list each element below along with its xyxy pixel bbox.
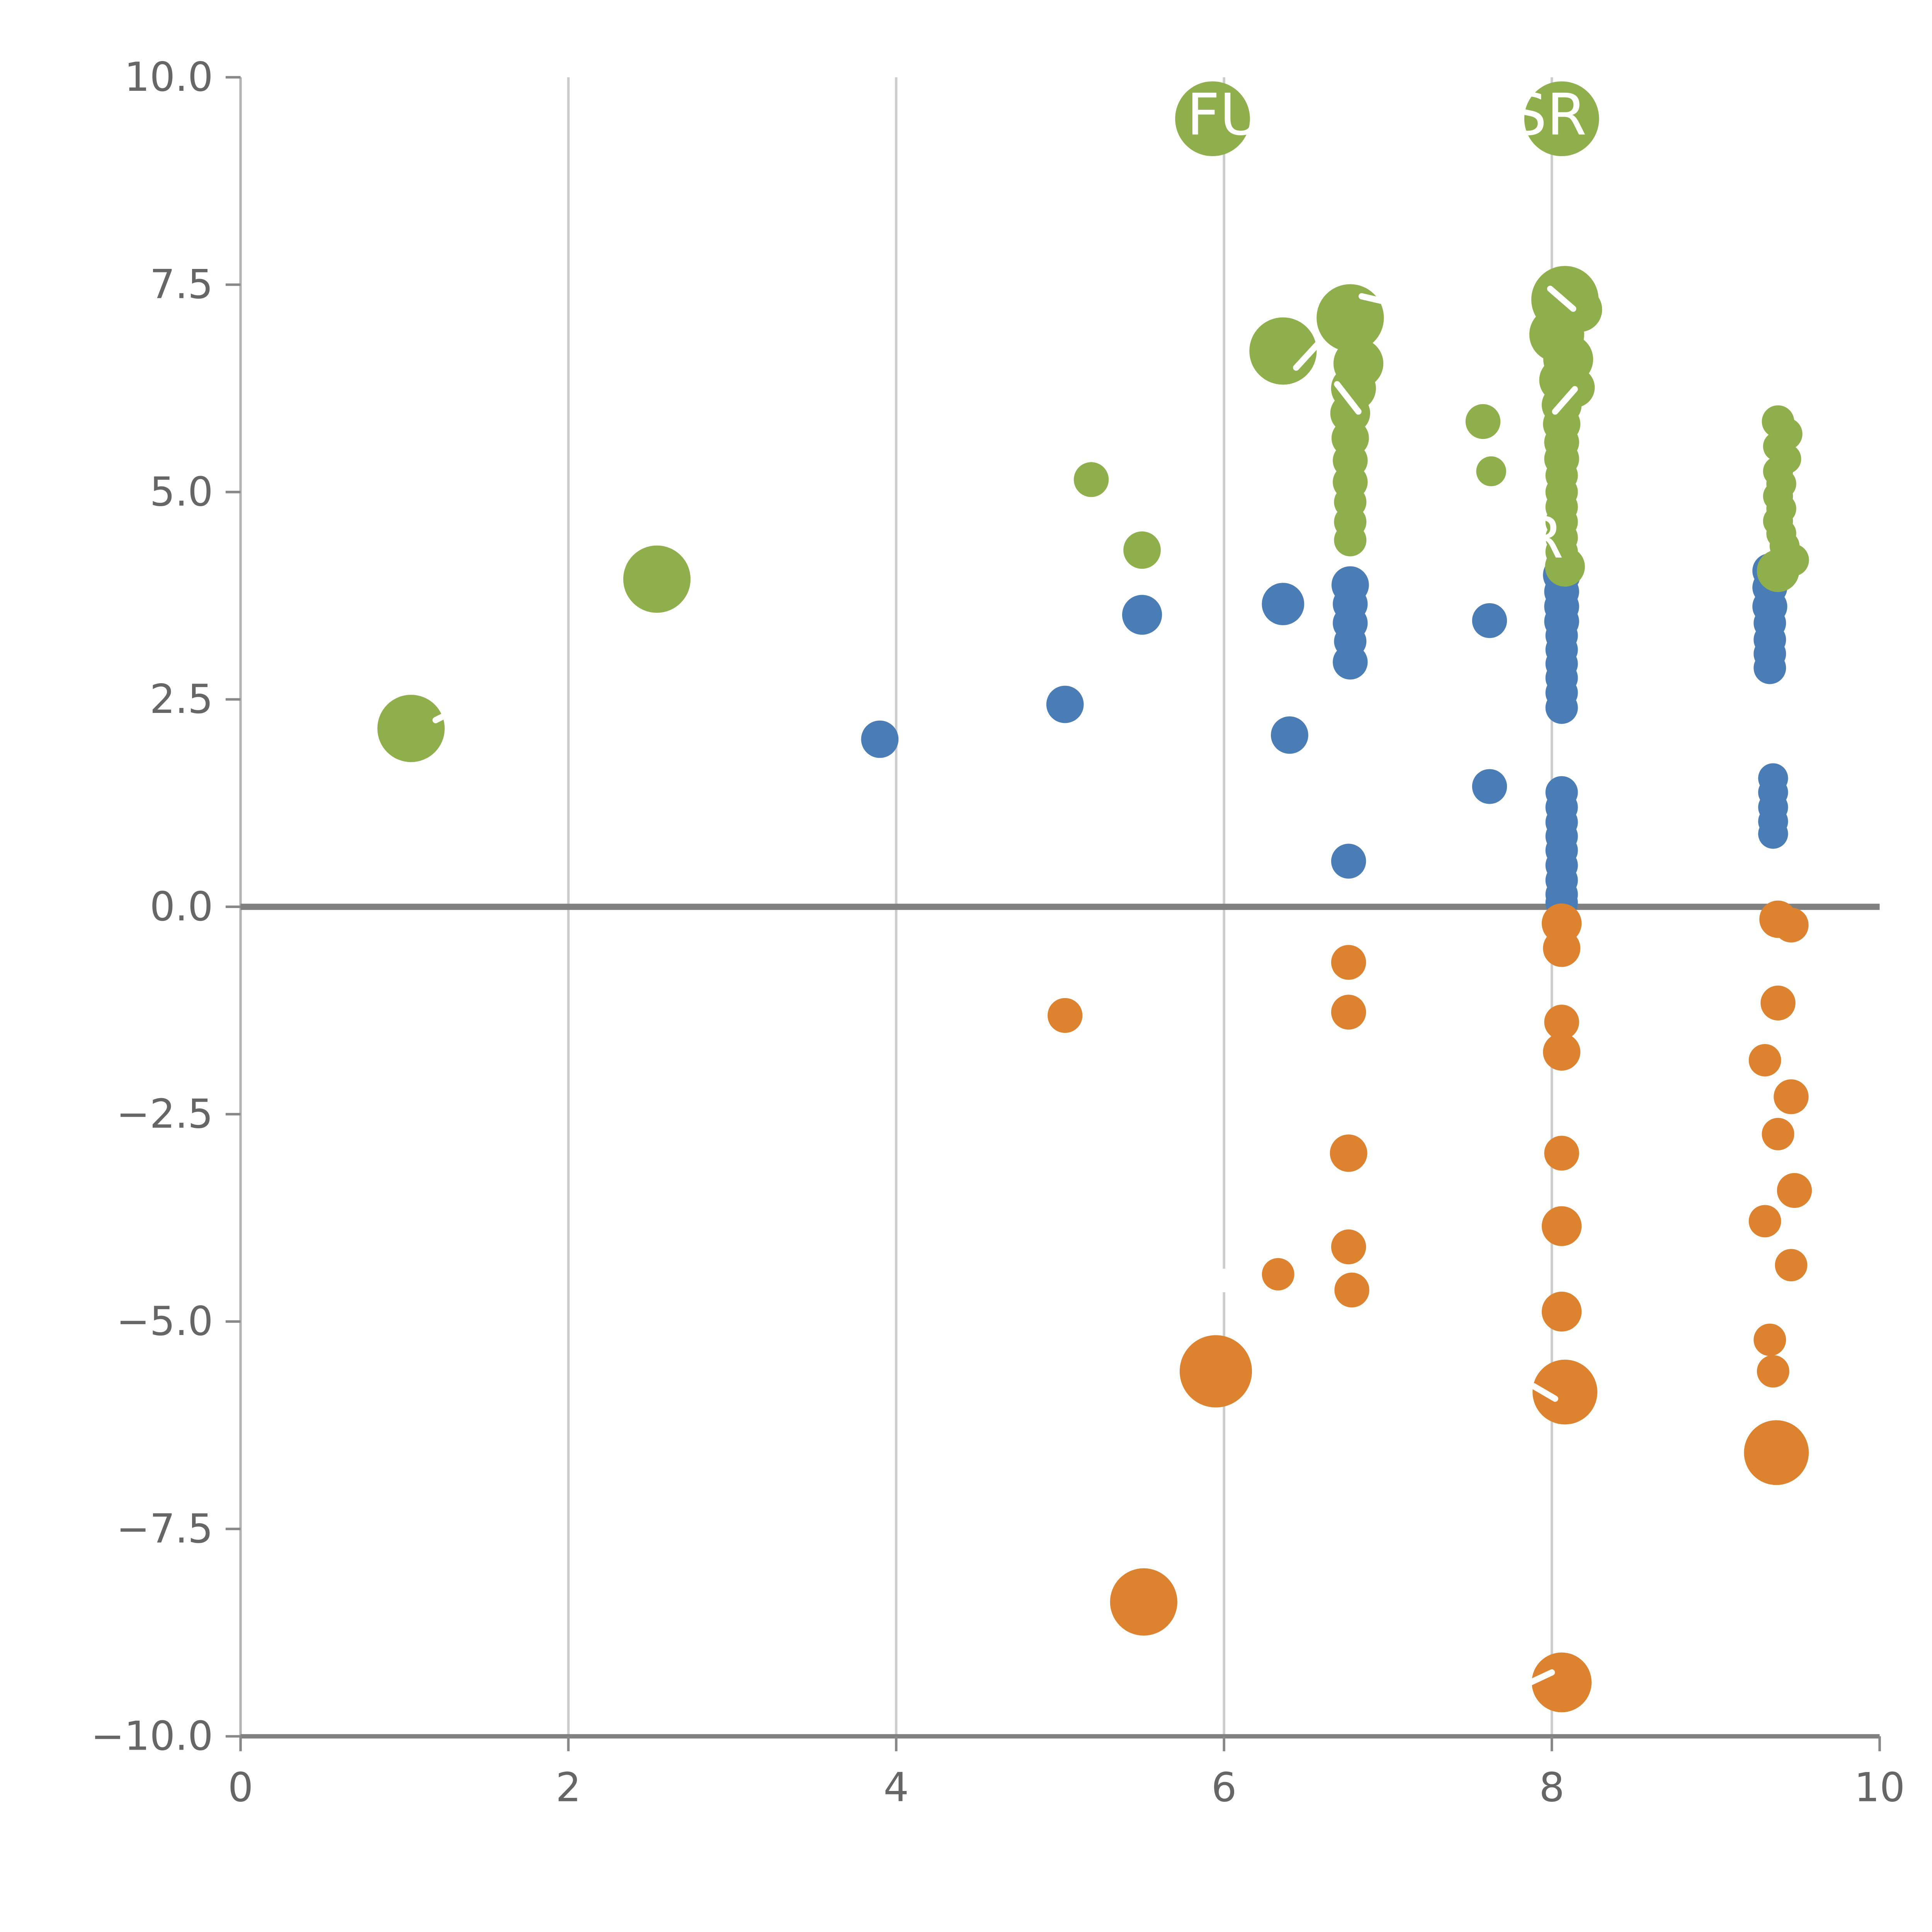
y-tick-label: 2.5 <box>150 676 213 723</box>
bubble-blue <box>1472 769 1507 804</box>
x-tick-label: 6 <box>1211 1764 1237 1811</box>
bubble-green <box>1334 524 1367 556</box>
bubble-green <box>623 545 691 613</box>
bubble-orange <box>1744 1420 1809 1485</box>
y-tick-label: 5.0 <box>150 469 213 515</box>
bubble-orange <box>1331 995 1366 1030</box>
bubble-blue <box>1271 716 1308 754</box>
bubble-orange <box>1775 1249 1808 1282</box>
bubble-orange <box>1541 1206 1582 1246</box>
bubble-orange <box>1748 1044 1781 1077</box>
bubble-orange <box>1331 1229 1366 1265</box>
bubble-orange <box>1331 945 1366 980</box>
bubble-orange <box>1544 1005 1579 1040</box>
bubble-green <box>377 695 445 762</box>
bubble-label: FUl <box>1187 81 1277 148</box>
bubble-blue <box>1262 583 1304 626</box>
bubble-label-fragment <box>1547 286 1577 312</box>
y-tick-label: −5.0 <box>116 1298 213 1345</box>
bubble-orange <box>1774 907 1809 943</box>
bubble-label-fragment <box>432 707 459 723</box>
bubble-blue <box>1753 651 1786 684</box>
bubble-green <box>1757 549 1799 592</box>
bubble-blue <box>1472 603 1507 638</box>
bubble-orange <box>1777 1173 1812 1208</box>
bubble-orange <box>1753 1323 1786 1356</box>
x-tick-label: 2 <box>556 1764 581 1811</box>
bubble-orange <box>1541 1291 1582 1332</box>
bubble-label: R <box>1524 504 1563 571</box>
bubble-orange <box>1048 998 1083 1033</box>
y-tick-label: −10.0 <box>91 1713 213 1760</box>
bubble-blue <box>861 720 899 758</box>
bubble-blue <box>1333 645 1368 680</box>
x-tick-label: 8 <box>1539 1764 1565 1811</box>
bubble-orange <box>1544 1136 1579 1171</box>
bubble-orange <box>1532 1359 1597 1425</box>
y-tick-label: 7.5 <box>150 262 213 308</box>
bubble-label-fragment <box>1334 381 1362 415</box>
y-tick-label: −7.5 <box>116 1506 213 1552</box>
bubble-orange <box>1774 1079 1809 1114</box>
bubble-orange <box>1262 1258 1294 1291</box>
bubble-green <box>1175 81 1250 156</box>
bubble-orange <box>1532 1652 1592 1713</box>
bubble-label-fragment <box>1552 386 1578 415</box>
bubble-blue <box>1046 685 1084 723</box>
bubble-orange <box>1748 1205 1781 1238</box>
bubble-label-fragment <box>1358 293 1386 304</box>
x-tick-label: 0 <box>228 1764 253 1811</box>
y-tick-label: 0.0 <box>150 884 213 930</box>
y-tick-label: 10.0 <box>124 54 213 100</box>
bubble-orange <box>1543 929 1580 967</box>
bubble-green <box>1123 531 1161 569</box>
bubble-green <box>1524 81 1599 156</box>
bubble-orange <box>1110 1568 1177 1636</box>
bubble-orange <box>1334 1272 1369 1308</box>
bubble-green <box>1545 546 1585 587</box>
bubble-orange <box>1543 1033 1580 1071</box>
bubble-label-fragment <box>1293 341 1321 371</box>
bubble-green <box>1249 317 1317 385</box>
bubble-green <box>1476 456 1506 486</box>
bubble-blue <box>1545 691 1578 724</box>
bubble-blue <box>1758 819 1788 849</box>
bubble-green <box>1073 462 1109 497</box>
y-tick-label: −2.5 <box>116 1091 213 1137</box>
bubble-orange <box>1760 985 1796 1020</box>
bubble-label: SR <box>1510 81 1587 148</box>
bubble-orange <box>1757 1355 1789 1388</box>
bubble-green <box>1465 404 1501 439</box>
bubble-orange <box>1330 1134 1367 1172</box>
bubble-orange <box>1179 1335 1252 1408</box>
bubble-label-fragment <box>1531 1383 1558 1402</box>
bubble-orange <box>1762 1118 1794 1150</box>
bubble-blue <box>1122 595 1162 635</box>
x-tick-label: 10 <box>1854 1764 1905 1811</box>
x-tick-label: 4 <box>884 1764 909 1811</box>
bubble-green <box>1316 284 1384 352</box>
bubble-blue <box>1331 844 1366 879</box>
bubble-label-fragment <box>1527 1669 1555 1686</box>
